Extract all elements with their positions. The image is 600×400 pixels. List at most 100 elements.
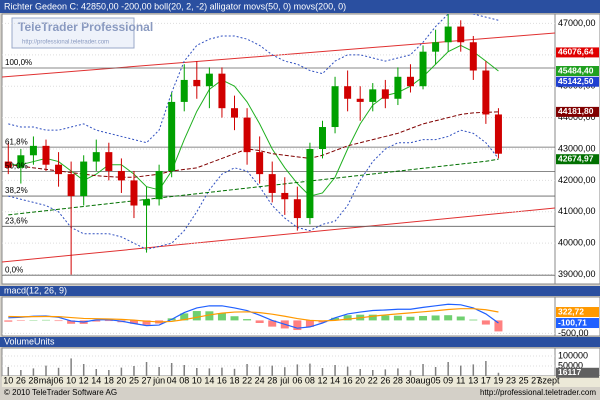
macd-histogram-bar	[54, 320, 63, 322]
x-tick-label: 17	[481, 375, 491, 385]
price-marker	[556, 76, 599, 87]
candle-body	[205, 73, 213, 87]
volume-bar	[271, 365, 273, 376]
pane-title: macd(12, 26, 9)	[4, 285, 67, 295]
y-tick-label: 47000,00	[558, 18, 596, 28]
x-tick-label: 04	[167, 375, 177, 385]
candle-body	[256, 152, 264, 175]
candle-body	[180, 79, 188, 102]
y-tick-label: 43000,00	[558, 143, 596, 153]
volume-bar	[359, 369, 361, 376]
indicator-line	[8, 158, 499, 216]
macd-histogram-bar	[4, 320, 13, 322]
x-tick-label: 26	[16, 375, 26, 385]
x-tick-label: 08	[305, 375, 315, 385]
indicator-line	[8, 44, 499, 197]
candle-body	[67, 174, 75, 197]
macd-histogram-bar	[255, 320, 264, 323]
volume-bar	[233, 368, 236, 376]
macd-histogram-bar	[481, 320, 490, 325]
x-tick-label: 05	[431, 375, 441, 385]
y-tick-label: 40000,00	[558, 238, 596, 248]
volume-bar	[384, 369, 387, 376]
price-marker	[556, 154, 599, 165]
macd-histogram-bar	[41, 319, 50, 321]
volume-bar	[447, 362, 449, 376]
x-tick-label: 10	[192, 375, 202, 385]
plot-area	[2, 355, 555, 376]
candle-body	[344, 86, 352, 99]
candle-body	[55, 164, 63, 175]
x-tick-label: 12	[317, 375, 327, 385]
volume-bar	[158, 367, 160, 376]
indicator-line	[8, 14, 499, 144]
volume-bar	[57, 367, 60, 376]
macd-histogram-bar	[381, 315, 390, 321]
watermark: TeleTrader Professional http://professio…	[11, 17, 153, 49]
candle-body	[331, 86, 339, 128]
x-tick-label: máj	[39, 375, 54, 385]
candle-body	[42, 145, 50, 165]
x-tick-label: 24	[255, 375, 265, 385]
volume-bar	[45, 365, 47, 376]
volume-bar	[82, 364, 85, 376]
candle-body	[394, 76, 402, 99]
x-tick-label: 16	[343, 375, 353, 385]
y-tick-label: 100000	[558, 350, 588, 360]
macd-histogram-bar	[230, 316, 239, 321]
x-tick-label: 26	[380, 375, 390, 385]
plot-area	[2, 14, 555, 276]
fib-label: 38,2%	[5, 186, 28, 195]
price-marker	[556, 367, 599, 378]
price-marker-label: 46076,64	[558, 47, 594, 57]
macd-header	[0, 286, 600, 296]
x-tick-label: szept	[538, 375, 560, 385]
y-tick-label: -500,00	[558, 328, 589, 338]
volume-bar	[296, 364, 299, 376]
x-tick-label: 12	[79, 375, 89, 385]
volume-bar	[95, 369, 98, 376]
macd-histogram-bar	[67, 320, 76, 324]
watermark-url: http://professional.teletrader.com	[22, 40, 109, 46]
x-tick-label: 14	[91, 375, 101, 385]
macd-histogram-bar	[16, 320, 25, 321]
candle-body	[469, 42, 477, 71]
x-tick-label: 19	[493, 375, 503, 385]
macd-histogram-bar	[494, 320, 503, 332]
x-tick-label: 18	[104, 375, 114, 385]
macd-histogram-bar	[406, 316, 415, 321]
price-marker	[556, 47, 599, 58]
y-tick-label: 50000	[558, 360, 583, 370]
price-marker-label: 322,72	[558, 306, 584, 316]
volume-bar	[434, 367, 437, 376]
x-tick-label: júl	[279, 375, 289, 385]
volume-bar	[409, 370, 412, 376]
x-tick-label: 13	[468, 375, 478, 385]
macd-histogram-bar	[444, 315, 453, 321]
candle-body	[432, 42, 440, 52]
macd-histogram-bar	[104, 320, 113, 322]
indicator-line	[8, 308, 499, 323]
volume-bar	[246, 364, 248, 376]
x-tick-label: 08	[179, 375, 189, 385]
candle-body	[494, 114, 502, 154]
volume-bar	[258, 366, 261, 376]
x-tick-label: 28	[393, 375, 403, 385]
macd-histogram-bar	[268, 320, 277, 327]
candle-body	[130, 180, 138, 206]
indicator-line	[8, 129, 499, 250]
indicator-line	[8, 303, 499, 329]
macd-histogram-bar	[393, 315, 402, 321]
macd-histogram-bar	[431, 315, 440, 321]
candle-body	[143, 199, 151, 206]
candle-body	[482, 70, 490, 115]
price-marker-label: 45484,40	[558, 65, 594, 75]
volume-bar	[221, 367, 223, 376]
candle-body	[281, 192, 289, 200]
candle-body	[243, 117, 251, 153]
x-tick-label: 20	[355, 375, 365, 385]
x-tick-label: 23	[506, 375, 516, 385]
macd-histogram-bar	[243, 319, 252, 321]
fib-label: 0,0%	[5, 265, 23, 274]
